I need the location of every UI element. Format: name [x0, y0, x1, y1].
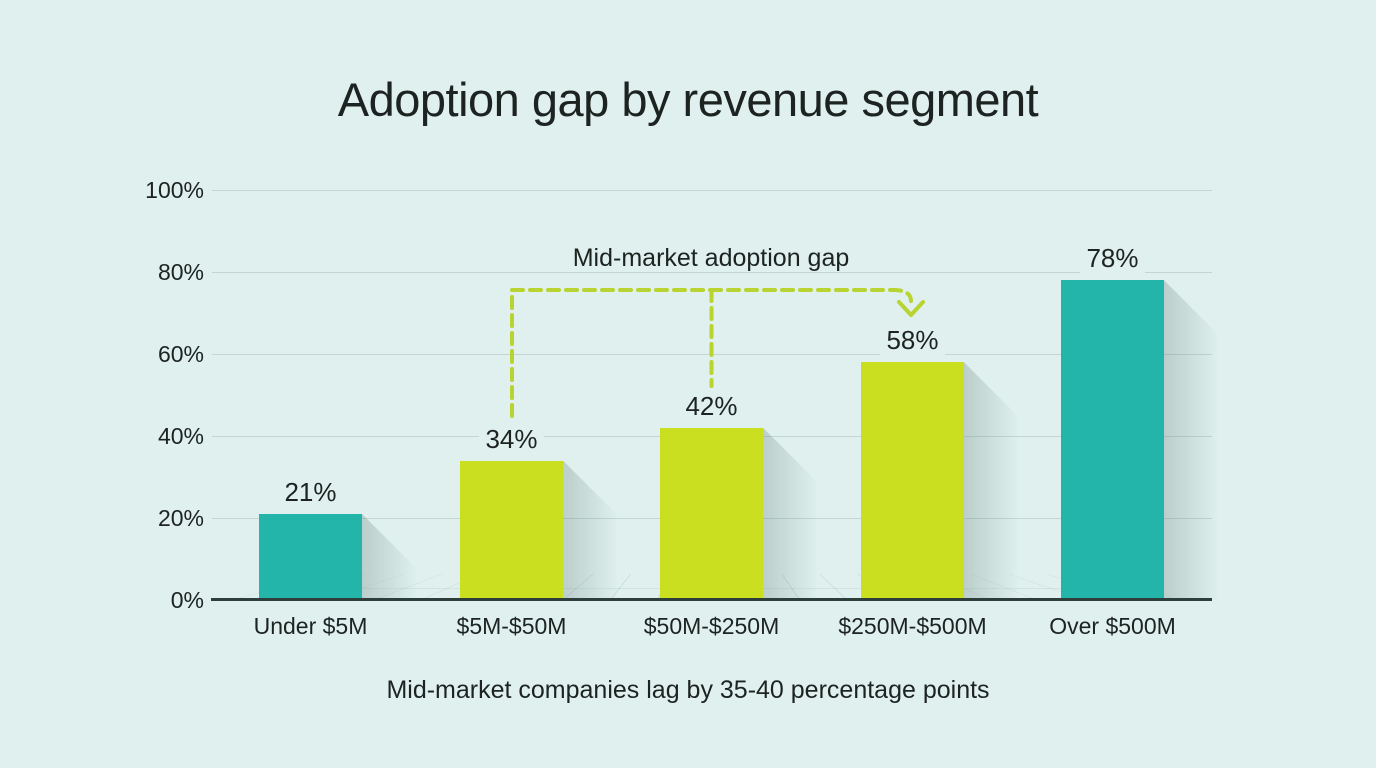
value-label-78: 78%	[1043, 243, 1183, 274]
down-arrow-icon	[897, 300, 925, 317]
value-text: 34%	[479, 423, 544, 454]
annotation-label: Mid-market adoption gap	[562, 243, 860, 273]
y-tick-label-40: 40%	[157, 423, 204, 449]
bar-shadow	[362, 513, 417, 600]
gridline-100	[212, 190, 1212, 191]
bar-shadow	[1164, 280, 1219, 600]
x-label--5m-50m: $5M-$50M	[456, 613, 567, 639]
value-label-34: 34%	[442, 423, 582, 454]
x-label-over-500m: Over $500M	[1049, 613, 1176, 639]
chart-title: Adoption gap by revenue segment	[337, 73, 1039, 126]
value-label-58: 58%	[843, 325, 983, 356]
x-label--50m-250m: $50M-$250M	[643, 613, 780, 639]
bar-shadow	[763, 427, 818, 600]
y-tick-label-60: 60%	[157, 341, 204, 367]
chart-footnote: Mid-market companies lag by 35-40 percen…	[386, 676, 990, 704]
value-label-42: 42%	[642, 390, 782, 421]
x-label--250m-500m: $250M-$500M	[838, 613, 987, 639]
y-tick-label-100: 100%	[145, 177, 204, 203]
value-text: 42%	[679, 390, 744, 421]
bar-shadow	[563, 460, 618, 600]
value-text: 58%	[880, 325, 945, 356]
gridline-80	[212, 272, 1212, 273]
value-label-21: 21%	[241, 476, 381, 507]
x-axis-line	[211, 598, 1212, 601]
x-label-under-5m: Under $5M	[253, 613, 368, 639]
y-tick-label-80: 80%	[157, 259, 204, 285]
bar-shadow	[964, 362, 1019, 600]
bar-under-5m	[259, 513, 417, 600]
y-tick-label-0: 0%	[170, 587, 204, 613]
bar--250m-500m	[861, 362, 1019, 600]
value-text: 78%	[1080, 243, 1145, 274]
bar--50m-250m	[660, 427, 818, 600]
bar-over-500m	[1061, 280, 1219, 600]
bar--5m-50m	[460, 460, 618, 600]
y-tick-label-20: 20%	[157, 505, 204, 531]
value-text: 21%	[278, 476, 343, 507]
